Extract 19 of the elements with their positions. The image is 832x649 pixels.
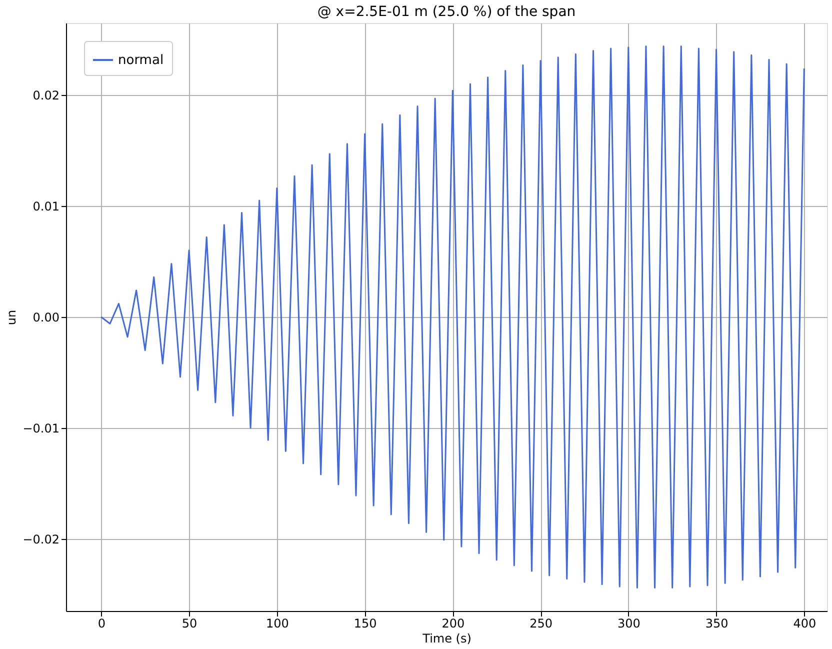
x-tick-label: 50: [182, 616, 198, 630]
x-tick-label: 200: [442, 616, 465, 630]
y-tick-label: 0.01: [32, 200, 60, 214]
x-tick-label: 0: [98, 616, 106, 630]
y-tick-label: 0.02: [32, 88, 60, 103]
x-axis-title: Time (s): [422, 632, 472, 646]
legend-label: normal: [118, 53, 164, 68]
x-tick-label: 250: [530, 616, 552, 630]
x-tick-label: 100: [266, 616, 289, 630]
x-tick-label: 150: [354, 616, 377, 630]
x-tick-label: 300: [617, 616, 640, 630]
y-axis-title: un: [4, 310, 19, 326]
x-tick-label: 350: [705, 616, 728, 630]
x-tick-label: 400: [793, 616, 816, 630]
line-series: [100, 46, 805, 588]
y-tick-label: 0.00: [32, 310, 60, 324]
chart-title: @ x=2.5E-01 m (25.0 %) of the span: [317, 4, 576, 20]
y-tick-label: −0.01: [22, 421, 60, 436]
y-tick-label: −0.02: [22, 532, 60, 546]
